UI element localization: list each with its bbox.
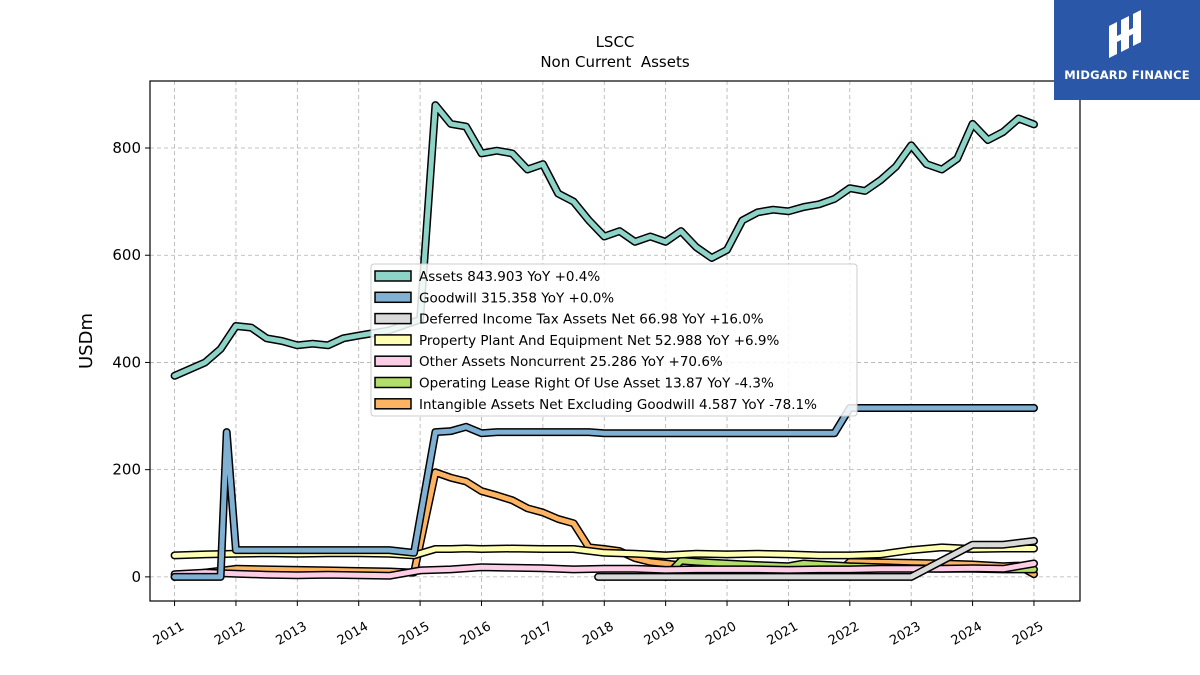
x-tick-label: 2019 — [642, 619, 678, 649]
legend-swatch-goodwill — [374, 291, 412, 304]
legend: Assets 843.903 YoY +0.4% Goodwill 315.358… — [370, 263, 858, 417]
series-line-other-assets-noncurrent — [172, 561, 1037, 579]
x-tick-label: 2022 — [826, 619, 862, 649]
y-tick-label: 600 — [112, 246, 141, 264]
x-tick-label: 2021 — [765, 619, 801, 649]
series-line-goodwill — [172, 405, 1037, 580]
midgard-m-icon — [1109, 10, 1141, 58]
legend-label-operating-lease-right-of-use-asset: Operating Lease Right Of Use Asset 13.87… — [419, 376, 774, 392]
x-tick-label: 2011 — [151, 619, 187, 649]
legend-swatch-other-assets-noncurrent — [374, 355, 412, 367]
x-tick-label: 2024 — [949, 619, 985, 649]
x-tick-label: 2018 — [580, 619, 616, 649]
x-tick-label: 2013 — [273, 619, 309, 649]
legend-label-goodwill: Goodwill 315.358 YoY +0.0% — [419, 290, 614, 306]
series-line-deferred-income-tax-assets-net — [595, 538, 1037, 580]
x-tick-label: 2020 — [703, 619, 739, 649]
chart-subtitle: Non Current Assets — [540, 53, 690, 71]
y-axis-label: USDm — [76, 313, 97, 369]
x-tick-label: 2016 — [458, 619, 494, 649]
legend-label-deferred-income-tax-assets-net: Deferred Income Tax Assets Net 66.98 YoY… — [419, 312, 764, 328]
legend-swatch-operating-lease-right-of-use-asset — [374, 376, 412, 389]
y-tick-label: 400 — [112, 353, 141, 371]
midgard-finance-logo: MIDGARD FINANCE — [1054, 0, 1200, 100]
x-tick-label: 2025 — [1010, 619, 1046, 649]
legend-swatch-intangible-assets-net-excluding-goodwill — [374, 398, 412, 410]
legend-swatch-deferred-income-tax-assets-net — [374, 312, 412, 325]
x-tick-label: 2017 — [519, 619, 555, 649]
plot-frame — [149, 80, 1081, 602]
y-tick-label: 0 — [131, 568, 141, 586]
x-tick-label: 2015 — [396, 619, 432, 649]
legend-swatch-assets — [374, 270, 412, 282]
series-layer — [170, 101, 1038, 581]
legend-box — [370, 263, 858, 417]
legend-label-property-plant-and-equipment-net: Property Plant And Equipment Net 52.988 … — [419, 333, 779, 349]
logo-text: MIDGARD FINANCE — [1064, 68, 1190, 82]
x-tick-label: 2014 — [335, 619, 371, 649]
series-line-assets — [172, 102, 1037, 379]
y-tick-label: 800 — [112, 139, 141, 157]
legend-swatch-property-plant-and-equipment-net — [374, 334, 412, 346]
legend-label-intangible-assets-net-excluding-goodwill: Intangible Assets Net Excluding Goodwill… — [419, 397, 817, 413]
x-tick-label: 2023 — [887, 619, 923, 649]
chart-title: LSCC — [596, 33, 635, 51]
x-tick-label: 2012 — [212, 619, 248, 649]
legend-label-other-assets-noncurrent: Other Assets Noncurrent 25.286 YoY +70.6… — [419, 354, 723, 370]
legend-label-assets: Assets 843.903 YoY +0.4% — [419, 269, 600, 285]
y-tick-label: 200 — [112, 461, 141, 479]
